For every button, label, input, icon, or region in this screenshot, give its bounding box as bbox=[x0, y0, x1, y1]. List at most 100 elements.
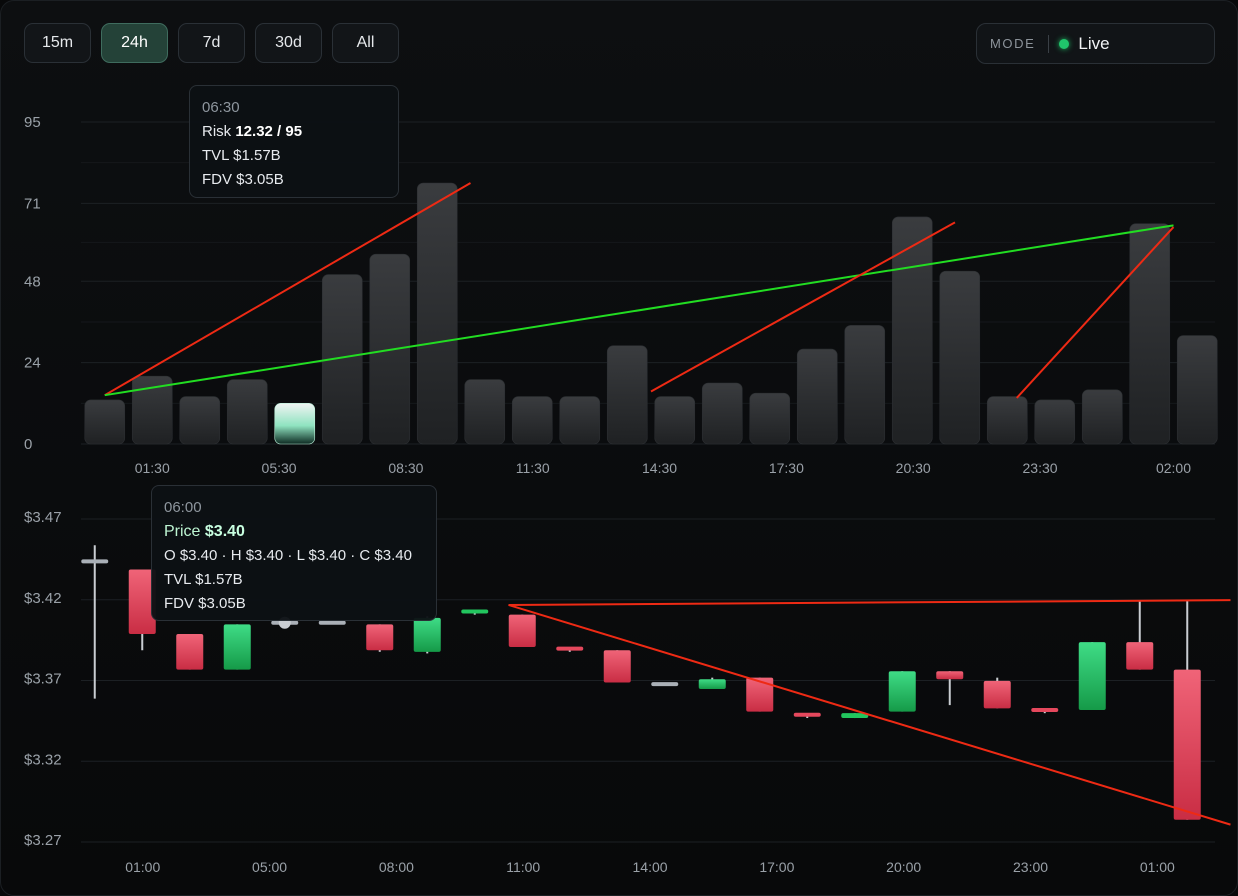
tab-24h[interactable]: 24h bbox=[101, 23, 168, 63]
tooltip-ohlc: O $3.40 · H $3.40 · L $3.40 · C $3.40 bbox=[164, 547, 412, 564]
price-candlestick-chart: $3.27 $3.32 $3.37 $3.42 $3.47 01:00 05:00 08:00… bbox=[24, 509, 1231, 875]
candle-body bbox=[1126, 642, 1154, 670]
risk-bar bbox=[654, 396, 696, 445]
x-tick-label: 05:30 bbox=[262, 460, 297, 476]
risk-bar bbox=[796, 348, 838, 445]
risk-bar bbox=[1176, 335, 1218, 445]
y-tick-label: $3.42 bbox=[24, 590, 62, 607]
tooltip-time: 06:30 bbox=[202, 99, 240, 116]
candle-body bbox=[793, 712, 821, 717]
risk-bar bbox=[986, 396, 1028, 445]
y-tick-label: 24 bbox=[24, 355, 41, 372]
mode-selector[interactable]: MODE Live bbox=[976, 23, 1215, 64]
candle-body bbox=[1173, 669, 1201, 820]
candle-body bbox=[888, 671, 916, 712]
highlighted-bar bbox=[274, 403, 316, 445]
risk-bar bbox=[606, 345, 648, 445]
mode-divider bbox=[1048, 34, 1050, 53]
tooltip-price: Price $3.40 bbox=[164, 520, 424, 544]
trend-line bbox=[508, 599, 1231, 606]
y-tick-label: $3.32 bbox=[24, 751, 62, 768]
x-tick-label: 01:30 bbox=[135, 460, 170, 476]
tab-30d[interactable]: 30d bbox=[255, 23, 322, 63]
x-tick-label: 01:00 bbox=[1140, 859, 1175, 875]
risk-bar bbox=[179, 396, 221, 445]
x-tick-label: 11:30 bbox=[516, 460, 550, 476]
x-tick-label: 02:00 bbox=[1156, 460, 1191, 476]
risk-bar bbox=[131, 375, 173, 445]
y-tick-label: 95 bbox=[24, 114, 41, 131]
x-tick-label: 17:30 bbox=[769, 460, 804, 476]
candle-body bbox=[508, 614, 536, 647]
tooltip-risk-value: 12.32 / 95 bbox=[235, 123, 303, 140]
risk-bar bbox=[701, 382, 743, 445]
candle-body bbox=[318, 620, 346, 625]
x-tick-label: 08:00 bbox=[379, 859, 414, 875]
y-tick-label: $3.27 bbox=[24, 832, 62, 849]
candle-body bbox=[366, 624, 394, 651]
risk-bar bbox=[464, 379, 506, 445]
tooltip-price-label: Price bbox=[164, 523, 201, 540]
tooltip-time: 06:00 bbox=[164, 499, 202, 516]
x-tick-label: 05:00 bbox=[252, 859, 287, 875]
candle-body bbox=[223, 624, 251, 670]
risk-bar bbox=[1081, 389, 1123, 445]
tooltip-risk: Risk 12.32 / 95 bbox=[202, 120, 386, 144]
risk-bar bbox=[416, 182, 458, 445]
risk-bar bbox=[511, 396, 553, 445]
x-tick-label: 11:00 bbox=[506, 859, 540, 875]
tooltip-fdv: FDV $3.05B bbox=[202, 171, 284, 188]
risk-bar bbox=[321, 274, 363, 445]
y-tick-label: 71 bbox=[24, 195, 41, 212]
risk-bar bbox=[939, 270, 981, 445]
risk-bar bbox=[749, 392, 791, 445]
y-tick-label: 0 bbox=[24, 436, 32, 453]
risk-bar bbox=[891, 216, 933, 445]
risk-bar bbox=[1034, 399, 1076, 445]
risk-bar bbox=[844, 325, 886, 445]
x-tick-label: 23:30 bbox=[1023, 460, 1058, 476]
candle-body bbox=[1031, 707, 1059, 712]
candle-body bbox=[698, 679, 726, 689]
trend-line bbox=[104, 224, 1174, 397]
candle-body bbox=[81, 559, 109, 564]
tab-7d[interactable]: 7d bbox=[178, 23, 245, 63]
x-tick-label: 01:00 bbox=[125, 859, 160, 875]
x-tick-label: 14:00 bbox=[633, 859, 668, 875]
tooltip-tvl: TVL $1.57B bbox=[164, 571, 243, 588]
x-tick-label: 20:30 bbox=[896, 460, 931, 476]
candle-body bbox=[983, 680, 1011, 709]
x-tick-label: 14:30 bbox=[642, 460, 677, 476]
candle-body bbox=[651, 682, 679, 687]
y-tick-label: 48 bbox=[24, 273, 41, 290]
mode-label: MODE bbox=[990, 36, 1036, 51]
risk-bar-chart: 0 24 48 71 95 01:30 05:30 08:30 11:30 14:30 17:30 2… bbox=[24, 114, 1218, 476]
risk-bar bbox=[226, 379, 268, 445]
status-dot-icon bbox=[1059, 38, 1070, 49]
candle-body bbox=[128, 569, 156, 635]
x-tick-label: 17:00 bbox=[759, 859, 794, 875]
trend-line bbox=[1016, 226, 1175, 399]
risk-bar bbox=[84, 399, 126, 445]
tooltip-tvl: TVL $1.57B bbox=[202, 147, 281, 164]
x-tick-label: 20:00 bbox=[886, 859, 921, 875]
trend-line bbox=[104, 182, 472, 397]
y-tick-label: $3.47 bbox=[24, 509, 62, 526]
risk-tooltip: 06:30 Risk 12.32 / 95 TVL $1.57B FDV $3.… bbox=[189, 85, 399, 198]
timeframe-tabs: 15m 24h 7d 30d All bbox=[24, 23, 399, 63]
candle-body bbox=[746, 677, 774, 712]
risk-bar bbox=[559, 396, 601, 445]
x-tick-label: 23:00 bbox=[1013, 859, 1048, 875]
candle-body bbox=[461, 609, 489, 614]
candle-body bbox=[603, 650, 631, 683]
price-tooltip: 06:00 Price $3.40 O $3.40 · H $3.40 · L … bbox=[151, 485, 437, 621]
y-tick-label: $3.37 bbox=[24, 671, 62, 688]
risk-bar bbox=[1129, 223, 1171, 445]
tooltip-risk-label: Risk bbox=[202, 123, 232, 140]
candle-body bbox=[176, 634, 204, 670]
tab-15m[interactable]: 15m bbox=[24, 23, 91, 63]
x-tick-label: 08:30 bbox=[388, 460, 423, 476]
tab-all[interactable]: All bbox=[332, 23, 399, 63]
